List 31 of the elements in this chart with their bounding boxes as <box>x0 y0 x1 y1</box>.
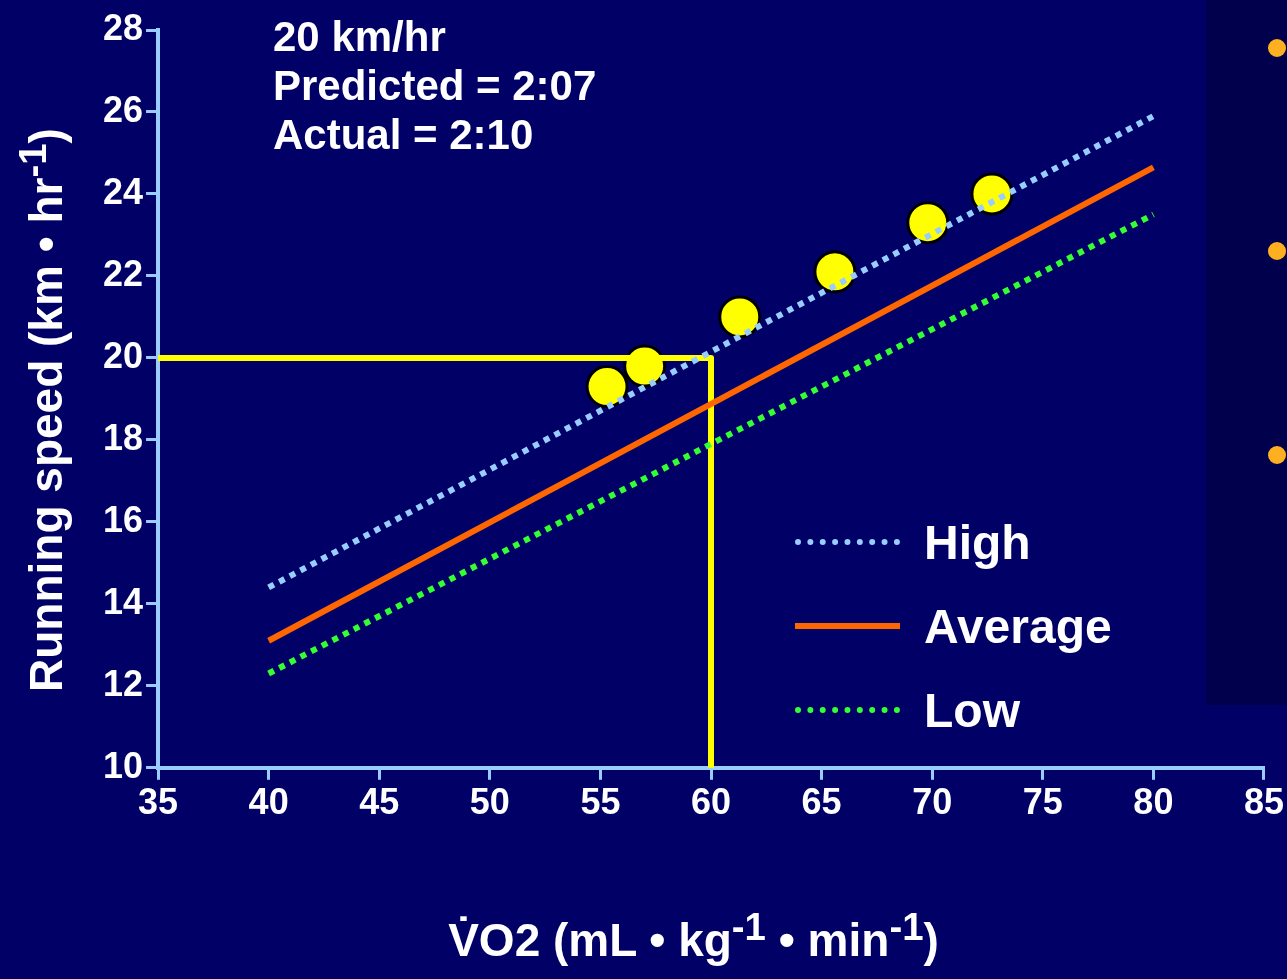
x-tick-label: 65 <box>801 781 842 823</box>
x-tick-label: 40 <box>248 781 289 823</box>
x-tick-label: 60 <box>690 781 732 823</box>
x-axis-title: V̇O2 (mL • kg$^{-1}$ • min$^{-1}$) <box>447 905 940 968</box>
y-tick-label: 22 <box>103 252 144 294</box>
y-tick-label: 20 <box>103 334 144 376</box>
y-tick-label: 28 <box>103 6 144 48</box>
x-tick-label: 75 <box>1022 781 1063 823</box>
y-tick-label: 16 <box>103 498 144 540</box>
legend-label: High <box>924 514 1031 570</box>
point <box>813 250 857 294</box>
y-tick-label: 18 <box>103 416 144 458</box>
y-tick-label: 14 <box>103 580 144 622</box>
x-tick-label: 45 <box>359 781 400 823</box>
annotation: Actual = 2:10 <box>273 110 535 159</box>
x-tick-label: 50 <box>469 781 510 823</box>
x-tick-label: 80 <box>1133 781 1174 823</box>
point <box>585 365 629 409</box>
y-tick-label: 24 <box>103 170 144 212</box>
annotation: Predicted = 2:07 <box>273 61 597 110</box>
legend-label: Average <box>924 598 1112 654</box>
x-tick-label: 55 <box>580 781 621 823</box>
x-tick-label: 85 <box>1243 781 1284 823</box>
y-tick-label: 26 <box>103 88 144 130</box>
point <box>970 172 1014 216</box>
point <box>718 295 762 339</box>
y-tick-label: 12 <box>103 662 144 704</box>
x-tick-label: 70 <box>912 781 953 823</box>
point <box>906 201 950 245</box>
legend-label: Low <box>924 682 1020 738</box>
annotation: 20 km/hr <box>273 12 447 61</box>
